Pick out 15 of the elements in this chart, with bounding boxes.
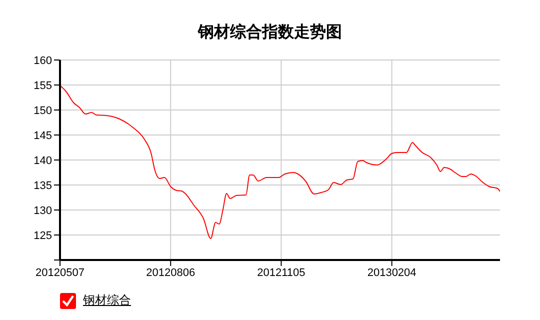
y-tick-label: 135 — [34, 180, 52, 192]
line-series — [60, 85, 500, 239]
x-tick-label: 20120507 — [36, 266, 84, 279]
y-tick-label: 145 — [34, 130, 52, 142]
y-tick-label: 155 — [34, 80, 52, 92]
legend-label: 钢材综合 — [83, 292, 131, 309]
y-tick-label: 125 — [34, 230, 52, 242]
y-tick-label: 130 — [34, 204, 52, 217]
y-tick-label: 140 — [34, 154, 52, 167]
x-tick-label: 20120806 — [146, 266, 196, 279]
chart-title: 钢材综合指数走势图 — [196, 22, 343, 43]
x-tick-label: 20130204 — [367, 266, 416, 279]
y-tick-label: 150 — [34, 104, 52, 117]
x-tick-label: 20121105 — [257, 266, 306, 279]
y-tick-label: 160 — [34, 54, 52, 67]
